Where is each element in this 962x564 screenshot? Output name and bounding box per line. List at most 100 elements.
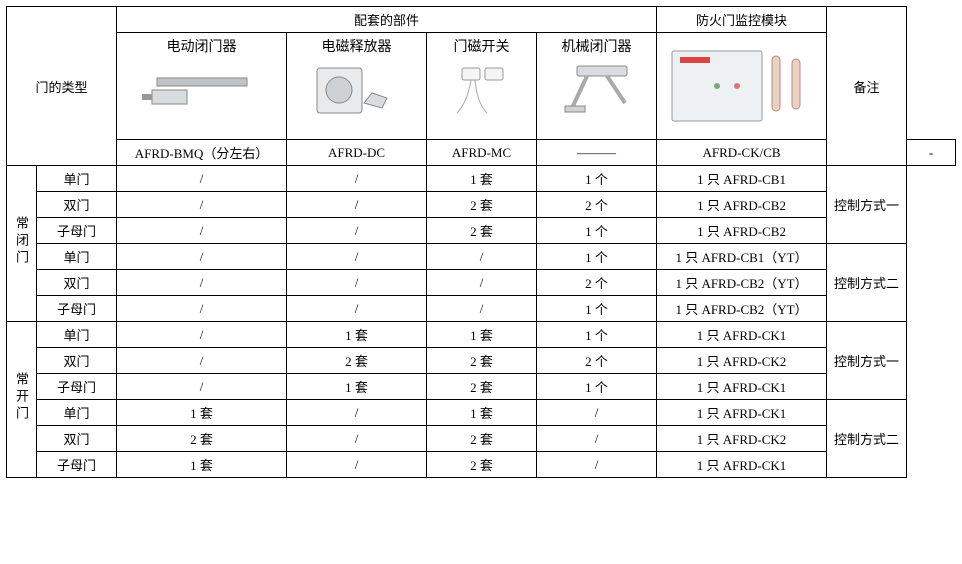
- cell: /: [117, 218, 287, 244]
- cell: /: [287, 218, 427, 244]
- cell: /: [287, 400, 427, 426]
- cell: /: [287, 166, 427, 192]
- cell: 2 套: [427, 426, 537, 452]
- table-row: 常开门 单门 / 1 套 1 套 1 个 1 只 AFRD-CK1 控制方式一: [7, 322, 956, 348]
- cell: 1 个: [537, 166, 657, 192]
- table-row: 子母门 1 套 / 2 套 / 1 只 AFRD-CK1: [7, 452, 956, 478]
- cell: 1 个: [537, 244, 657, 270]
- hdr-remark: 备注: [827, 7, 907, 166]
- cell: 1 只 AFRD-CK1: [657, 374, 827, 400]
- hdr-module: 防火门监控模块: [657, 7, 827, 33]
- header-row-2: 电动闭门器 电磁释放器 门磁开关: [7, 33, 956, 140]
- cell: 1 套: [427, 166, 537, 192]
- cell: 2 套: [427, 218, 537, 244]
- door-config-table: 门的类型 配套的部件 防火门监控模块 备注 电动闭门器 电磁释放器: [6, 6, 956, 478]
- remark-cell: 控制方式二: [827, 400, 907, 478]
- model-col6: -: [907, 140, 956, 166]
- subtype-cell: 单门: [37, 244, 117, 270]
- cell: /: [287, 244, 427, 270]
- cell: 2 个: [537, 270, 657, 296]
- cell: 1 个: [537, 374, 657, 400]
- cell: 1 套: [427, 322, 537, 348]
- subtype-cell: 子母门: [37, 218, 117, 244]
- group-closed-label: 常闭门: [12, 216, 31, 267]
- cell: /: [117, 166, 287, 192]
- cell: /: [117, 270, 287, 296]
- subtype-cell: 单门: [37, 400, 117, 426]
- subtype-cell: 双门: [37, 270, 117, 296]
- subtype-cell: 双门: [37, 426, 117, 452]
- model-col5: AFRD-CK/CB: [657, 140, 827, 166]
- cell: 1 只 AFRD-CB1: [657, 166, 827, 192]
- hdr-doortype: 门的类型: [7, 7, 117, 166]
- subtype-cell: 子母门: [37, 296, 117, 322]
- table-row: 双门 / 2 套 2 套 2 个 1 只 AFRD-CK2: [7, 348, 956, 374]
- group-open-label: 常开门: [12, 372, 31, 423]
- hdr-components: 配套的部件: [117, 7, 657, 33]
- cell: 1 只 AFRD-CB2: [657, 192, 827, 218]
- model-col1: AFRD-BMQ（分左右）: [117, 140, 287, 166]
- cell: /: [287, 270, 427, 296]
- cell: 2 套: [427, 374, 537, 400]
- table-row: 双门 / / 2 套 2 个 1 只 AFRD-CB2: [7, 192, 956, 218]
- hdr-col1: 电动闭门器: [117, 33, 287, 140]
- cell: /: [287, 426, 427, 452]
- table-row: 常闭门 单门 / / 1 套 1 个 1 只 AFRD-CB1 控制方式一: [7, 166, 956, 192]
- subtype-cell: 子母门: [37, 374, 117, 400]
- img-magnetic-switch: [429, 56, 534, 136]
- cell: /: [537, 400, 657, 426]
- cell: 1 只 AFRD-CK1: [657, 452, 827, 478]
- cell: 1 只 AFRD-CB2: [657, 218, 827, 244]
- hdr-col2: 电磁释放器: [287, 33, 427, 140]
- hdr-col5: [657, 33, 827, 140]
- subtype-cell: 双门: [37, 192, 117, 218]
- cell: 1 只 AFRD-CK1: [657, 400, 827, 426]
- table-row: 子母门 / / 2 套 1 个 1 只 AFRD-CB2: [7, 218, 956, 244]
- cell: /: [427, 296, 537, 322]
- cell: 1 套: [287, 322, 427, 348]
- hdr-col3: 门磁开关: [427, 33, 537, 140]
- cell: 1 套: [117, 400, 287, 426]
- table-row: 双门 2 套 / 2 套 / 1 只 AFRD-CK2: [7, 426, 956, 452]
- cell: /: [537, 426, 657, 452]
- cell: 1 只 AFRD-CK1: [657, 322, 827, 348]
- remark-cell: 控制方式二: [827, 244, 907, 322]
- model-col2: AFRD-DC: [287, 140, 427, 166]
- cell: 1 只 AFRD-CK2: [657, 348, 827, 374]
- cell: 2 套: [427, 192, 537, 218]
- subtype-cell: 单门: [37, 166, 117, 192]
- table-row: 子母门 / / / 1 个 1 只 AFRD-CB2（YT）: [7, 296, 956, 322]
- cell: /: [427, 270, 537, 296]
- cell: 2 个: [537, 192, 657, 218]
- cell: 1 只 AFRD-CB2（YT）: [657, 296, 827, 322]
- img-mechanical-closer: [539, 56, 654, 136]
- hdr-col3-label: 门磁开关: [429, 36, 534, 56]
- model-col4: ———: [537, 140, 657, 166]
- cell: 1 个: [537, 296, 657, 322]
- img-monitor-module: [659, 39, 824, 134]
- img-electric-closer: [119, 56, 284, 136]
- cell: 1 只 AFRD-CK2: [657, 426, 827, 452]
- cell: /: [427, 244, 537, 270]
- cell: 1 只 AFRD-CB2（YT）: [657, 270, 827, 296]
- cell: /: [287, 452, 427, 478]
- hdr-doortype-label: 门的类型: [36, 80, 88, 95]
- hdr-col2-label: 电磁释放器: [289, 36, 424, 56]
- group-closed: 常闭门: [7, 166, 37, 322]
- hdr-col4: 机械闭门器: [537, 33, 657, 140]
- cell: /: [117, 322, 287, 348]
- model-col3: AFRD-MC: [427, 140, 537, 166]
- table-row: 子母门 / 1 套 2 套 1 个 1 只 AFRD-CK1: [7, 374, 956, 400]
- cell: 1 套: [117, 452, 287, 478]
- hdr-col1-label: 电动闭门器: [119, 36, 284, 56]
- cell: 2 套: [117, 426, 287, 452]
- table-row: 单门 / / / 1 个 1 只 AFRD-CB1（YT） 控制方式二: [7, 244, 956, 270]
- cell: /: [117, 244, 287, 270]
- table-row: 单门 1 套 / 1 套 / 1 只 AFRD-CK1 控制方式二: [7, 400, 956, 426]
- cell: /: [287, 296, 427, 322]
- header-row-3: AFRD-BMQ（分左右） AFRD-DC AFRD-MC ——— AFRD-C…: [7, 140, 956, 166]
- cell: 1 个: [537, 322, 657, 348]
- hdr-col4-label: 机械闭门器: [539, 36, 654, 56]
- cell: 2 个: [537, 348, 657, 374]
- cell: 2 套: [427, 452, 537, 478]
